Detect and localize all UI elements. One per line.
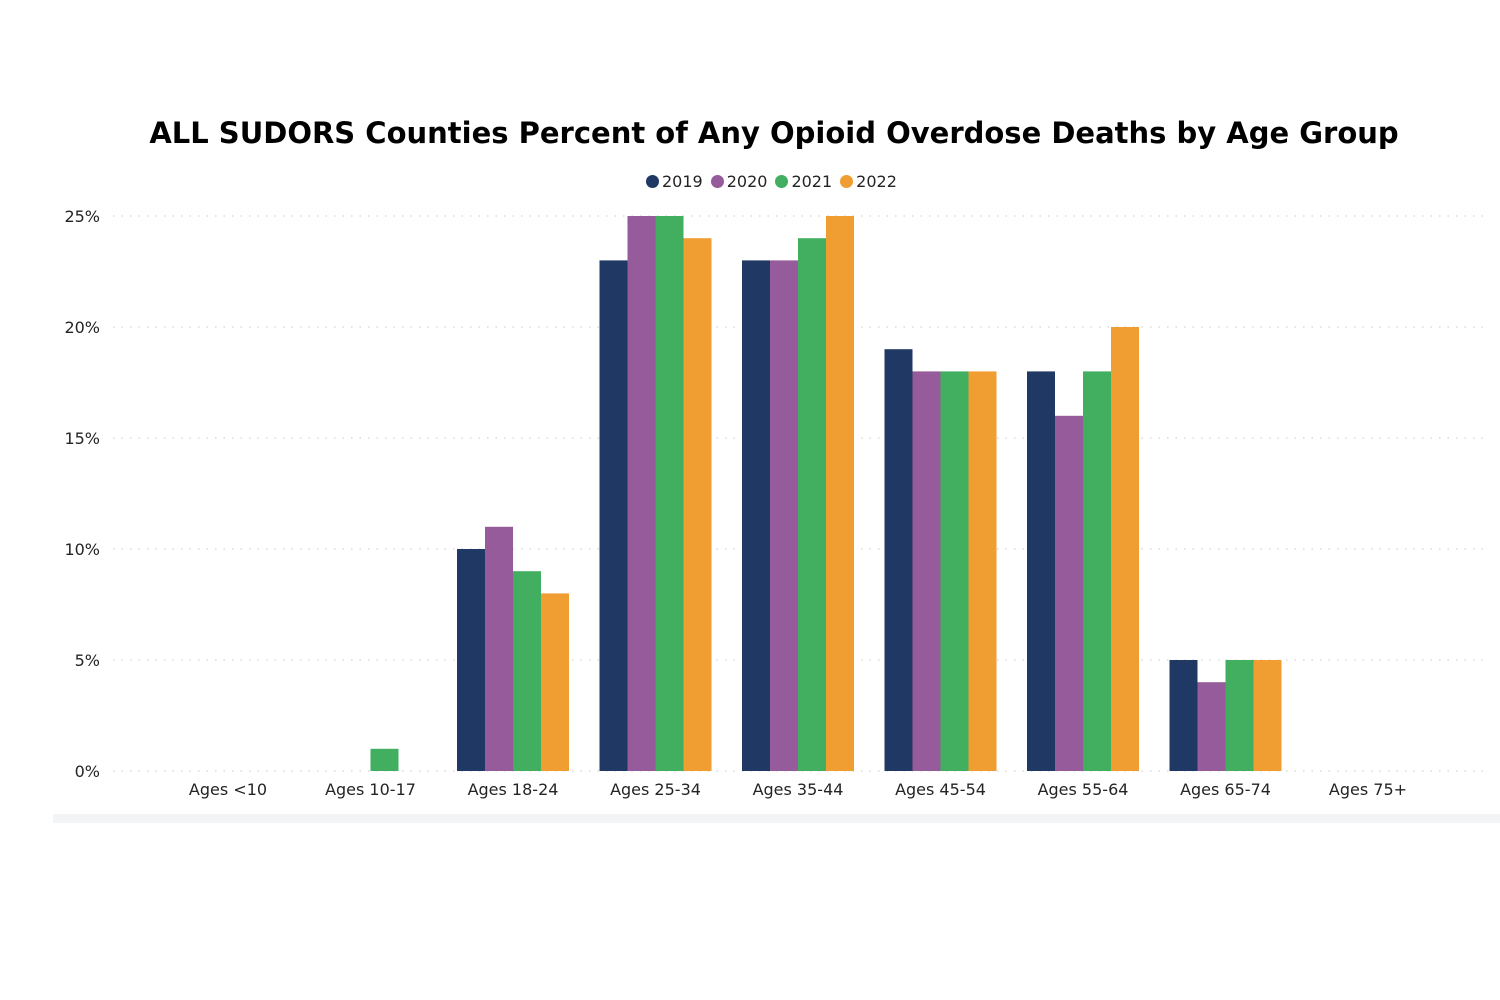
x-tick-label: Ages 45-54 (895, 780, 986, 799)
legend-label: 2019 (662, 172, 703, 191)
y-tick-label: 25% (64, 207, 100, 226)
bar-2019-ages-35-44 (742, 260, 770, 771)
legend-marker-icon (710, 175, 724, 188)
legend-item[interactable]: 2020 (710, 172, 768, 191)
x-tick-label: Ages 65-74 (1180, 780, 1271, 799)
bar-2019-ages-25-34 (599, 260, 628, 771)
bar-2021-ages-18-24 (513, 571, 541, 771)
bar-2019-ages-65-74 (1169, 660, 1198, 771)
bar-2022-ages-45-54 (968, 371, 997, 771)
bar-2021-ages-45-54 (940, 371, 969, 771)
bar-2021-ages-10-17 (370, 748, 399, 771)
legend-item[interactable]: 2021 (775, 172, 832, 191)
bar-2021-ages-55-64 (1083, 371, 1111, 771)
legend-marker-icon (775, 175, 789, 188)
legend-marker-icon (646, 175, 659, 188)
x-tick-label: Ages 25-34 (610, 780, 701, 799)
bar-2020-ages-55-64 (1055, 415, 1083, 771)
footer-strip (53, 814, 1500, 823)
legend: 2019 2020 2021 2022 (646, 172, 897, 191)
bar-2019-ages-18-24 (457, 549, 485, 771)
bar-2022-ages-18-24 (541, 593, 569, 771)
legend-label: 2021 (791, 172, 833, 191)
bar-2022-ages-65-74 (1253, 660, 1282, 771)
y-tick-label: 15% (64, 429, 100, 448)
y-tick-label: 20% (64, 318, 100, 337)
legend-label: 2020 (726, 172, 768, 191)
bar-2021-ages-25-34 (655, 216, 684, 771)
y-tick-label: 0% (75, 762, 100, 781)
bar-2020-ages-35-44 (770, 260, 798, 771)
bar-2022-ages-35-44 (826, 216, 854, 771)
x-tick-label: Ages 75+ (1329, 780, 1407, 799)
y-tick-label: 10% (64, 540, 100, 559)
chart-title: ALL SUDORS Counties Percent of Any Opioi… (149, 116, 1399, 150)
x-tick-label: Ages <10 (189, 780, 267, 799)
bar-2020-ages-45-54 (912, 371, 941, 771)
bar-2021-ages-65-74 (1225, 660, 1254, 771)
bar-2021-ages-35-44 (798, 238, 826, 771)
legend-label: 2022 (856, 172, 897, 191)
x-tick-label: Ages 55-64 (1038, 780, 1129, 799)
bar-2020-ages-65-74 (1197, 682, 1226, 771)
bar-2020-ages-18-24 (485, 526, 513, 771)
x-tick-label: Ages 10-17 (325, 780, 416, 799)
bar-2022-ages-55-64 (1111, 327, 1139, 771)
legend-marker-icon (840, 175, 854, 188)
bar-2020-ages-25-34 (627, 216, 656, 771)
bar-2019-ages-45-54 (884, 349, 913, 771)
x-tick-label: Ages 18-24 (468, 780, 559, 799)
bar-2022-ages-25-34 (683, 238, 712, 771)
legend-item[interactable]: 2019 (646, 172, 703, 191)
y-tick-label: 5% (75, 651, 100, 670)
x-tick-label: Ages 35-44 (753, 780, 844, 799)
bar-2019-ages-55-64 (1027, 371, 1055, 771)
legend-item[interactable]: 2022 (840, 172, 897, 191)
